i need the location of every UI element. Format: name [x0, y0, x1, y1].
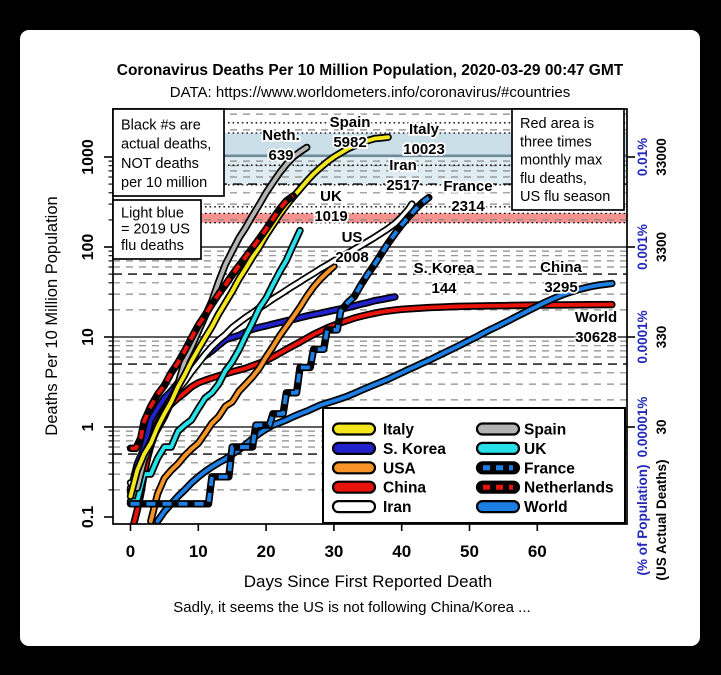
x-tick-label: 40 — [392, 542, 411, 561]
right-tick-percent-label: 0.0001% — [635, 310, 650, 363]
y-tick-label: 100 — [80, 234, 97, 261]
country-label-world: World — [575, 309, 617, 326]
red-area-note — [511, 108, 625, 211]
legend-item-spain-label: Spain — [524, 422, 566, 439]
country-label-china: China — [540, 259, 582, 276]
light-blue-note-line: flu deaths — [121, 238, 184, 254]
country-label-italy-deaths: 10023 — [403, 141, 445, 158]
y-axis-title: Deaths Per 10 Million Population — [43, 196, 61, 435]
legend-item-world-label: World — [524, 499, 568, 516]
right-tick-percent-label: 0.01% — [635, 138, 650, 176]
x-tick-label: 30 — [324, 542, 343, 561]
legend-item-uk-label: UK — [524, 441, 547, 458]
x-tick-label: 10 — [189, 542, 208, 561]
light-blue-note — [112, 199, 202, 260]
curve-uk — [128, 228, 302, 504]
chart-subtitle: DATA: https://www.worldometers.info/coro… — [170, 84, 570, 101]
red-area-note-line: Red area is — [520, 116, 594, 132]
curves-layer — [126, 133, 616, 524]
country-label-italy: Italy — [409, 121, 440, 138]
country-label-s-korea-deaths: 144 — [431, 280, 457, 297]
legend-item-italy-swatch — [331, 422, 377, 436]
x-tick-label: 60 — [528, 542, 547, 561]
light-blue-note-line: Light blue — [121, 205, 184, 221]
black-numbers-note-line: NOT deaths — [121, 156, 199, 172]
country-label-neth--deaths: 639 — [268, 147, 293, 164]
red-area-note-line: monthly max — [520, 153, 603, 169]
notes-layer: Black #s are actual deaths, NOT deaths per … — [112, 108, 625, 260]
country-label-france-deaths: 2314 — [451, 198, 485, 215]
y-tick-label: 1000 — [80, 139, 97, 175]
country-label-neth-: Neth. — [262, 127, 300, 144]
legend-item-s-korea-swatch — [331, 441, 377, 455]
right-tick-percent-label: 0.001% — [635, 224, 650, 270]
y-tick-label: 1 — [80, 422, 97, 431]
x-tick-label: 0 — [126, 542, 135, 561]
right-axis-title-percent: (% of Population) — [635, 465, 650, 576]
red-area-note-line: US flu season — [520, 189, 610, 205]
legend-item-china-swatch — [331, 480, 377, 494]
country-label-uk: UK — [320, 188, 342, 205]
country-label-china-deaths: 3295 — [544, 279, 577, 296]
legend-item-iran-swatch — [331, 500, 377, 514]
band-us-flu-2019-upper — [113, 133, 627, 156]
country-label-us-deaths: 2008 — [335, 249, 368, 266]
right-axis-title-deaths: (US Actual Deaths) — [654, 459, 669, 580]
legend-item-spain-swatch — [475, 422, 521, 436]
legend-item-france-label: France — [524, 460, 575, 477]
legend-item-iran-label: Iran — [383, 499, 411, 516]
legend-item-netherlands-label: Netherlands — [524, 480, 614, 497]
black-numbers-note-line: per 10 million — [121, 175, 207, 191]
light-blue-note-line: = 2019 US — [121, 222, 190, 238]
footnote: Sadly, it seems the US is not following … — [173, 599, 530, 616]
legend-layer: Italy S. Korea USA China Iran Spain UK France Ne… — [322, 407, 626, 524]
country-label-s-korea: S. Korea — [414, 260, 476, 277]
y-tick-label: 10 — [80, 328, 97, 346]
black-numbers-note-line: Black #s are — [121, 117, 201, 133]
right-tick-deaths-label: 3300 — [654, 232, 669, 262]
right-tick-deaths-label: 33000 — [654, 138, 669, 176]
country-label-iran: Iran — [389, 157, 417, 174]
country-label-world-deaths: 30628 — [575, 329, 617, 346]
legend-item-uk-swatch — [475, 441, 521, 455]
country-label-iran-deaths: 2517 — [386, 177, 419, 194]
x-axis-title: Days Since First Reported Death — [244, 572, 493, 591]
curve-france — [130, 196, 430, 506]
country-label-us: US — [342, 229, 363, 246]
country-label-uk-deaths: 1019 — [314, 208, 347, 225]
x-tick-label: 50 — [460, 542, 479, 561]
legend-item-usa-label: USA — [383, 460, 416, 477]
country-label-spain-deaths: 5982 — [333, 134, 366, 151]
black-numbers-note-line: actual deaths, — [121, 137, 211, 153]
axes-layer: 0 10 20 30 40 50 60 0.1 1 10 100 1000 0.01% 33000 0.00… — [80, 138, 669, 561]
curve-usa — [148, 264, 336, 524]
red-area-note-line: flu deaths, — [520, 171, 587, 187]
y-tick-label: 0.1 — [80, 506, 97, 528]
country-label-spain: Spain — [330, 114, 371, 131]
legend-item-world-swatch — [475, 500, 521, 514]
right-tick-deaths-label: 330 — [654, 326, 669, 349]
legend-item-usa-swatch — [331, 461, 377, 475]
legend-item-s-korea-label: S. Korea — [383, 441, 446, 458]
x-tick-label: 20 — [257, 542, 276, 561]
legend-item-china-label: China — [383, 480, 426, 497]
right-tick-percent-label: 0.00001% — [635, 397, 650, 458]
curve-netherlands — [130, 194, 295, 451]
chart-title: Coronavirus Deaths Per 10 Million Popula… — [117, 62, 624, 79]
black-numbers-note — [112, 108, 225, 197]
red-area-note-line: three times — [520, 134, 592, 150]
legend-item-italy-label: Italy — [383, 422, 414, 439]
right-tick-deaths-label: 30 — [654, 419, 669, 434]
country-label-france: France — [443, 178, 492, 195]
curve-italy — [128, 135, 391, 499]
band-three-times-monthly-flu — [113, 213, 627, 223]
